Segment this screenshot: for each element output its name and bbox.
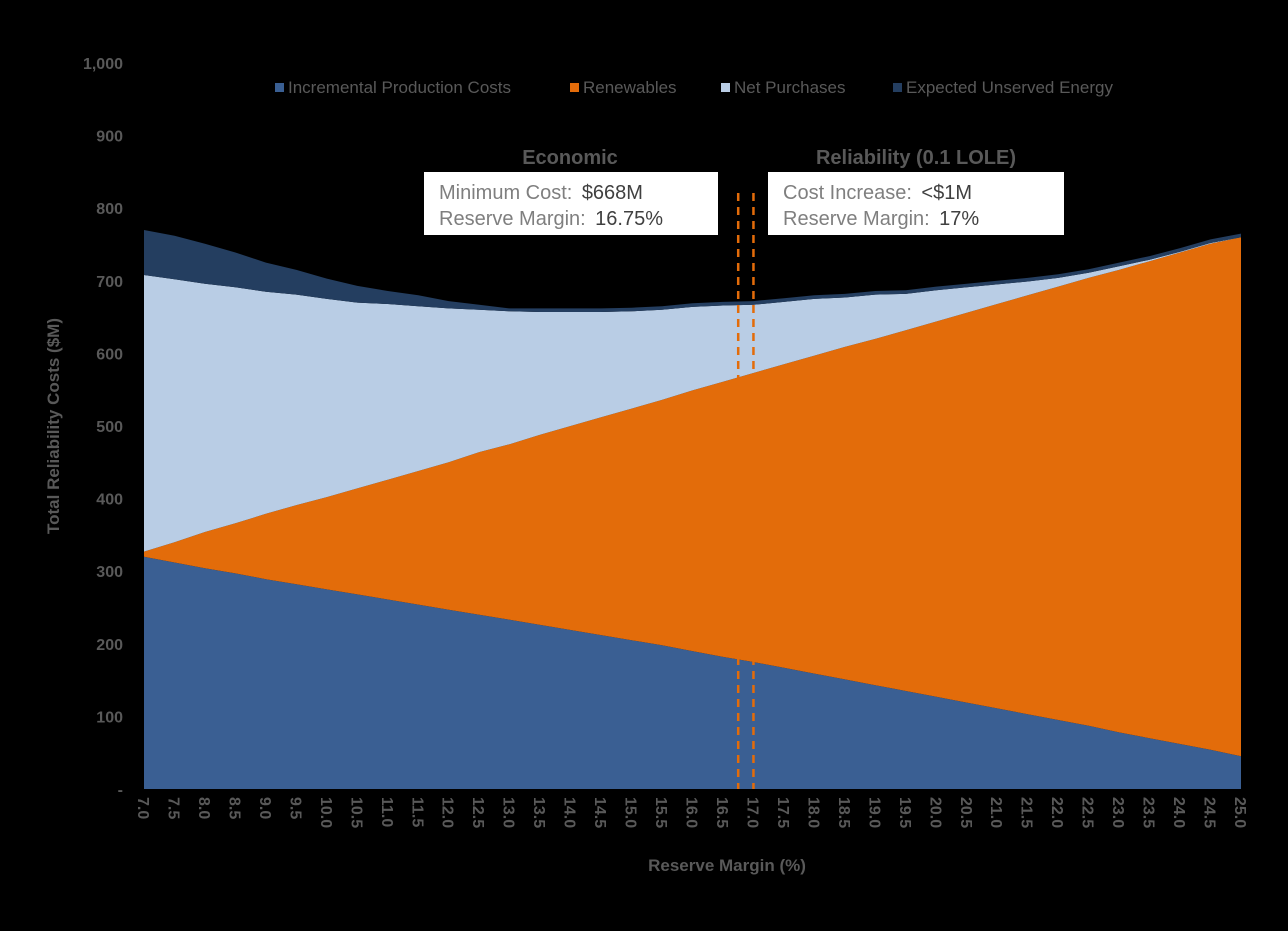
annotation-economic-heading: Economic xyxy=(522,147,618,169)
legend: Incremental Production Costs Renewables … xyxy=(275,78,1113,97)
x-tick-label: 20.0 xyxy=(926,797,943,828)
legend-label-net-purchases: Net Purchases xyxy=(734,78,846,97)
y-tick-label: 800 xyxy=(96,201,123,218)
y-tick-label: 700 xyxy=(96,274,123,291)
legend-swatch-net-purchases xyxy=(721,83,730,92)
x-tick-label: 24.0 xyxy=(1170,797,1187,828)
y-tick-label: 900 xyxy=(96,129,123,146)
x-tick-label: 22.0 xyxy=(1048,797,1065,828)
x-tick-label: 7.0 xyxy=(134,797,151,819)
area-incremental-production-costs xyxy=(144,556,1241,789)
y-tick-label: 400 xyxy=(96,492,123,509)
annotation-economic-line2: Reserve Margin: 16.75% xyxy=(439,208,663,230)
area-net-purchases xyxy=(144,237,1241,552)
legend-swatch-incremental-production-costs xyxy=(275,83,284,92)
x-tick-label: 7.5 xyxy=(165,797,182,819)
reference-lines xyxy=(736,193,755,789)
x-tick-label: 11.0 xyxy=(378,797,395,827)
y-tick-label: 1,000 xyxy=(83,56,123,73)
legend-label-incremental-production-costs: Incremental Production Costs xyxy=(288,78,511,97)
x-tick-label: 10.0 xyxy=(317,797,334,828)
annotation-economic-box xyxy=(424,172,718,235)
y-tick-label: 100 xyxy=(96,709,123,726)
x-tick-label: 13.0 xyxy=(500,797,517,828)
x-tick-label: 19.5 xyxy=(896,797,913,828)
x-tick-label: 18.5 xyxy=(835,797,852,828)
x-tick-label: 14.0 xyxy=(561,797,578,828)
x-tick-label: 10.5 xyxy=(347,797,364,828)
x-tick-label: 16.0 xyxy=(683,797,700,828)
x-axis-title: Reserve Margin (%) xyxy=(648,856,806,875)
x-tick-label: 14.5 xyxy=(591,797,608,828)
x-tick-label: 21.5 xyxy=(1018,797,1035,828)
x-tick-label: 22.5 xyxy=(1079,797,1096,828)
area-renewables xyxy=(144,237,1241,757)
plot-area xyxy=(144,230,1241,789)
x-tick-label: 12.5 xyxy=(469,797,486,828)
x-tick-label: 8.0 xyxy=(195,797,212,819)
annotation-economic-line2-value: 16.75% xyxy=(595,208,663,230)
y-tick-label: - xyxy=(118,782,123,799)
legend-item-incremental-production-costs[interactable]: Incremental Production Costs xyxy=(275,78,511,97)
legend-item-renewables[interactable]: Renewables xyxy=(570,78,677,97)
y-tick-label: 600 xyxy=(96,346,123,363)
x-tick-label: 8.5 xyxy=(225,797,242,819)
annotation-reliability-line2-value: 17% xyxy=(939,208,979,230)
annotation-reliability-line1-value: <$1M xyxy=(921,182,972,204)
y-axis: - 100 200 300 400 500 600 700 800 900 1,000 xyxy=(83,56,123,799)
annotation-economic-line1-value: $668M xyxy=(582,182,643,204)
annotation-reliability-line2: Reserve Margin: 17% xyxy=(783,208,979,230)
x-tick-label: 17.5 xyxy=(774,797,791,828)
x-tick-label: 23.0 xyxy=(1109,797,1126,828)
legend-label-renewables: Renewables xyxy=(583,78,677,97)
annotation-reliability-heading: Reliability (0.1 LOLE) xyxy=(816,147,1016,169)
x-tick-label: 15.5 xyxy=(652,797,669,828)
x-tick-label: 20.5 xyxy=(957,797,974,828)
x-tick-label: 18.0 xyxy=(804,797,821,828)
x-tick-label: 25.0 xyxy=(1231,797,1248,828)
x-axis: 7.0 7.5 8.0 8.5 9.0 9.5 10.0 10.5 11.0 11.5 12.0 12… xyxy=(134,797,1248,828)
x-tick-label: 12.0 xyxy=(439,797,456,828)
x-tick-label: 9.5 xyxy=(286,797,303,819)
x-tick-label: 15.0 xyxy=(622,797,639,828)
y-axis-title: Total Reliability Costs ($M) xyxy=(44,318,63,534)
legend-label-expected-unserved-energy: Expected Unserved Energy xyxy=(906,78,1113,97)
annotation-reliability-line1-label: Cost Increase: xyxy=(783,182,912,204)
annotation-reliability-line2-label: Reserve Margin: xyxy=(783,208,930,230)
annotation-reliability-line1: Cost Increase: <$1M xyxy=(783,182,972,204)
x-tick-label: 21.0 xyxy=(987,797,1004,828)
x-tick-label: 19.0 xyxy=(865,797,882,828)
y-tick-label: 300 xyxy=(96,564,123,581)
annotation-economic-line1: Minimum Cost: $668M xyxy=(439,182,643,204)
legend-item-net-purchases[interactable]: Net Purchases xyxy=(721,78,846,97)
annotation-reliability: Reliability (0.1 LOLE) Cost Increase: <$… xyxy=(768,147,1064,235)
x-tick-label: 9.0 xyxy=(256,797,273,819)
annotation-economic-line2-label: Reserve Margin: xyxy=(439,208,586,230)
x-tick-label: 23.5 xyxy=(1140,797,1157,828)
legend-item-expected-unserved-energy[interactable]: Expected Unserved Energy xyxy=(893,78,1113,97)
legend-swatch-renewables xyxy=(570,83,579,92)
y-tick-label: 200 xyxy=(96,637,123,654)
annotation-economic-line1-label: Minimum Cost: xyxy=(439,182,572,204)
legend-swatch-expected-unserved-energy xyxy=(893,83,902,92)
x-tick-label: 16.5 xyxy=(713,797,730,828)
annotation-reliability-box xyxy=(768,172,1064,235)
x-tick-label: 13.5 xyxy=(530,797,547,828)
x-tick-label: 24.5 xyxy=(1201,797,1218,828)
x-tick-label: 17.0 xyxy=(743,797,760,828)
x-tick-label: 11.5 xyxy=(408,797,425,827)
y-tick-label: 500 xyxy=(96,419,123,436)
annotation-economic: Economic Minimum Cost: $668M Reserve Mar… xyxy=(424,147,718,235)
